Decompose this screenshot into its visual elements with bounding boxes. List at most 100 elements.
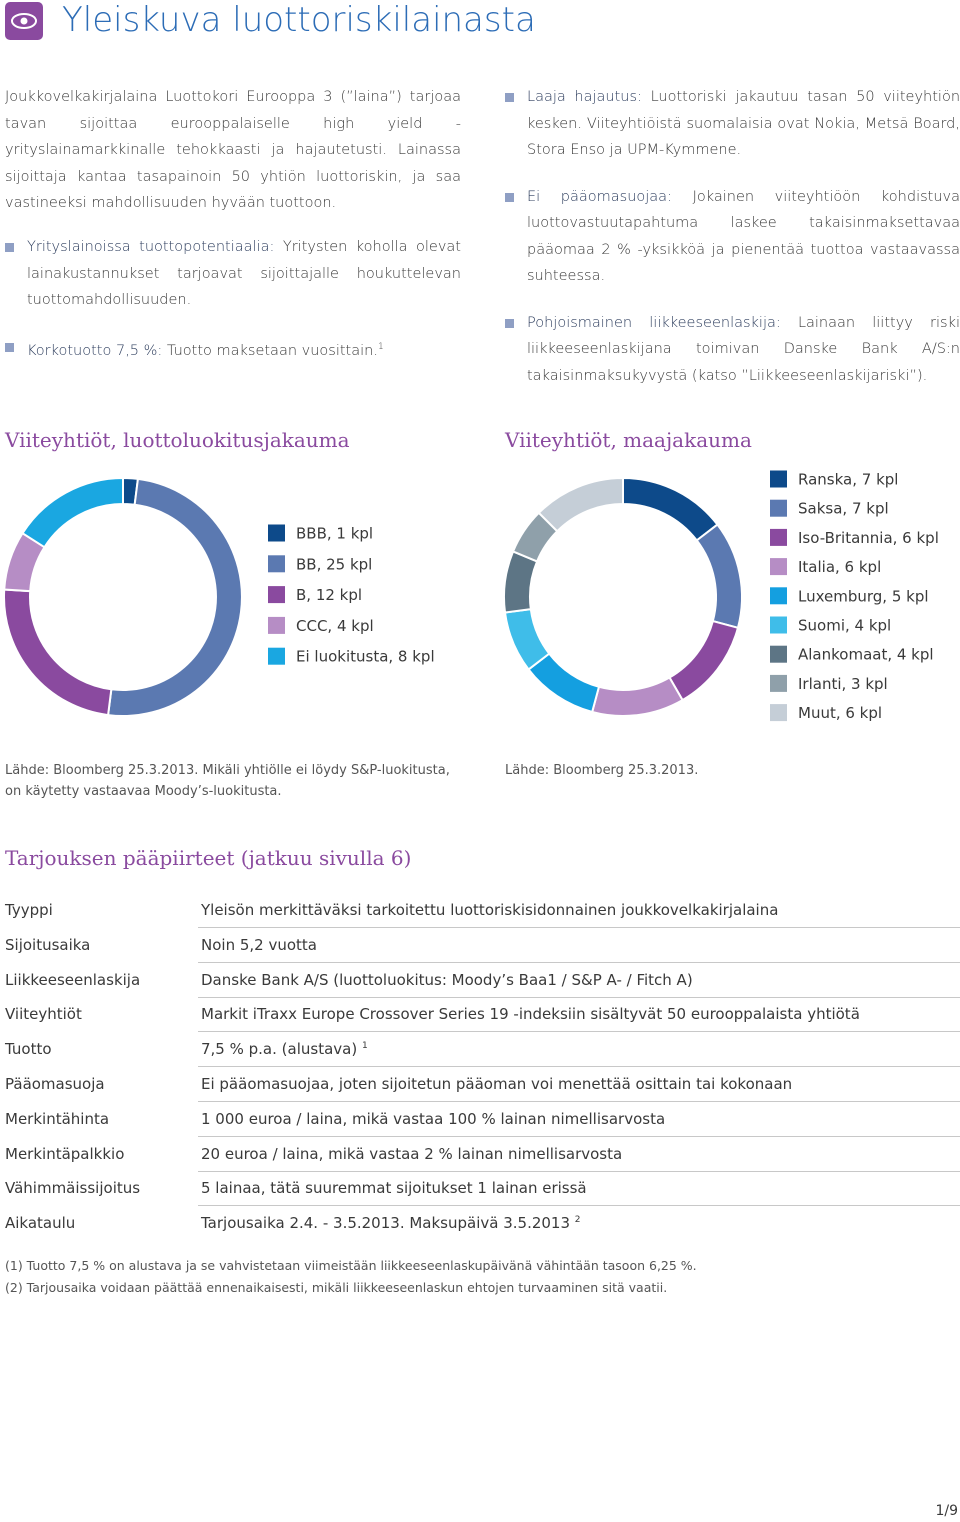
legend-swatch xyxy=(268,586,285,604)
eye-icon xyxy=(11,13,37,29)
legend-label: BB, 25 kpl xyxy=(296,555,372,573)
bullet: Yrityslainoissa tuottopotentiaalia: Yrit… xyxy=(5,234,461,314)
row-label: Vähimmäissijoitus xyxy=(5,1179,141,1198)
bullets-right: Laaja hajautus: Luottoriski jakautuu tas… xyxy=(505,84,960,409)
note-ref: 1 xyxy=(377,341,384,352)
row-value: Danske Bank A/S (luottoluokitus: Moody’s… xyxy=(201,971,693,989)
donut-segment xyxy=(106,477,243,717)
legend-label: BBB, 1 kpl xyxy=(296,525,373,543)
table-row: Viiteyhtiöt Markit iTraxx Europe Crossove… xyxy=(0,997,960,1033)
donut-segment xyxy=(21,476,124,549)
row-value-text: Danske Bank A/S (luottoluokitus: Moody’s… xyxy=(201,970,693,989)
legend-label: Muut, 6 kpl xyxy=(798,704,882,722)
row-value: Noin 5,2 vuotta xyxy=(201,936,317,954)
bullet: Korkotuotto 7,5 %: Tuotto maksetaan vuos… xyxy=(5,334,461,364)
donut-segment xyxy=(503,550,539,614)
legend-swatch xyxy=(770,674,787,692)
donut-segment xyxy=(537,476,624,533)
bullet-lead: Korkotuotto 7,5 %: xyxy=(27,342,163,359)
legend-label: Iso-Britannia, 6 kpl xyxy=(798,529,939,547)
row-label: Tyyppi xyxy=(5,901,53,919)
table-row: Vähimmäissijoitus 5 lainaa, tätä suuremma… xyxy=(0,1171,960,1207)
row-value: 20 euroa / laina, mikä vastaa 2 % lainan… xyxy=(201,1145,622,1163)
legend-swatch xyxy=(770,528,787,546)
row-value-text: Markit iTraxx Europe Crossover Series 19… xyxy=(201,1005,860,1024)
donut-segment xyxy=(590,676,684,717)
row-label: Sijoitusaika xyxy=(5,935,91,954)
donut-segment xyxy=(695,523,743,630)
bullet: Laaja hajautus: Luottoriski jakautuu tas… xyxy=(505,84,960,164)
table-row: Pääomasuoja Ei pääomasuojaa, joten sijoit… xyxy=(0,1067,960,1102)
bullet: Pohjoismainen liikkeeseenlaskija: Lainaa… xyxy=(505,310,960,390)
chart-source: Lähde: Bloomberg 25.3.2013. xyxy=(505,763,699,778)
table-row: Merkintäpalkkio 20 euroa / laina, mikä va… xyxy=(0,1137,960,1172)
legend-swatch xyxy=(770,645,787,663)
legend-label: Alankomaat, 4 kpl xyxy=(798,646,934,664)
row-divider xyxy=(198,1170,960,1172)
note-ref: 1 xyxy=(361,1041,368,1052)
legend-label: CCC, 4 kpl xyxy=(296,617,374,635)
chart-title: Viiteyhtiöt, luottoluokitusjakauma xyxy=(5,428,350,452)
legend-swatch xyxy=(770,616,787,634)
donut-segment xyxy=(622,476,719,542)
table-row: Merkintähinta 1 000 euroa / laina, mikä v… xyxy=(0,1102,960,1137)
donut-chart: Ranska, 7 kpl Saksa, 7 kpl Iso-Britannia, … xyxy=(503,470,939,722)
intro: Joukkovelkakirjalaina Luottokori Euroopp… xyxy=(5,89,461,211)
row-value: 1 000 euroa / laina, mikä vastaa 100 % l… xyxy=(201,1110,665,1128)
chart-source: Lähde: Bloomberg 25.3.2013. Mikäli yhtiö… xyxy=(5,763,450,799)
row-divider xyxy=(198,1135,960,1137)
row-value-text: Tarjousaika 2.4. - 3.5.2013. Maksupäivä … xyxy=(201,1214,571,1233)
donut-chart: BBB, 1 kpl BB, 25 kpl B, 12 kpl CCC, 4 kpl E… xyxy=(3,476,435,717)
legend-label: Italia, 6 kpl xyxy=(798,558,881,576)
table-title: Tarjouksen pääpiirteet (jatkuu sivulla 6… xyxy=(5,846,412,870)
legend-label: Irlanti, 3 kpl xyxy=(798,675,888,693)
row-label: Pääomasuoja xyxy=(5,1075,105,1093)
bullet-text: Yritysten koholla olevat lainakustannuks… xyxy=(27,239,461,308)
row-value-text: Noin 5,2 vuotta xyxy=(201,935,317,954)
row-divider xyxy=(198,927,960,928)
legend-swatch xyxy=(268,616,285,634)
page-number: 1/9 xyxy=(935,1503,958,1519)
row-divider xyxy=(198,1066,960,1068)
legend-label: Saksa, 7 kpl xyxy=(798,500,889,518)
row-label: Aikataulu xyxy=(5,1214,76,1233)
bullet-text: Luottoriski jakautuu tasan 50 viiteyhtiö… xyxy=(527,89,960,158)
row-value: Ei pääomasuojaa, joten sijoitetun pääoma… xyxy=(201,1075,792,1093)
bullets-left: Yrityslainoissa tuottopotentiaalia: Yrit… xyxy=(5,234,461,384)
note-ref: 2 xyxy=(574,1215,581,1226)
page-title: Yleiskuva luottoriskilainasta xyxy=(62,0,536,40)
row-value-text: 5 lainaa, tätä suuremmat sijoitukset 1 l… xyxy=(201,1179,587,1198)
donut-segment xyxy=(3,588,113,717)
legend-label: B, 12 kpl xyxy=(296,586,362,604)
chart-title: Viiteyhtiöt, maajakauma xyxy=(505,428,752,452)
row-value-text: 7,5 % p.a. (alustava) xyxy=(201,1040,358,1059)
row-label: Merkintäpalkkio xyxy=(5,1144,125,1163)
icon xyxy=(5,2,43,40)
row-value: 7,5 % p.a. (alustava) 1 xyxy=(201,1040,368,1058)
row-label: Tuotto xyxy=(5,1040,52,1059)
row-value-text: Ei pääomasuojaa, joten sijoitetun pääoma… xyxy=(201,1075,793,1093)
table-row: Tuotto 7,5 % p.a. (alustava) 1 xyxy=(0,1032,960,1068)
donut-segment xyxy=(668,619,740,702)
row-value: Yleisön merkittäväksi tarkoitettu luotto… xyxy=(201,901,778,919)
row-value: 5 lainaa, tätä suuremmat sijoitukset 1 l… xyxy=(201,1179,587,1197)
bullet-text: Lainaan liittyy riski liikkeeseenlaskija… xyxy=(527,314,960,384)
legend-label: Suomi, 4 kpl xyxy=(798,617,891,635)
row-label: Viiteyhtiöt xyxy=(5,1005,82,1024)
legend-label: Ranska, 7 kpl xyxy=(798,471,898,489)
legend-swatch xyxy=(268,555,285,573)
bullet: Ei pääomasuojaa: Jokainen viiteyhtiöön k… xyxy=(505,184,960,290)
footnote: (1) Tuotto 7,5 % on alustava ja se vahvi… xyxy=(5,1258,697,1273)
bullet-lead: Laaja hajautus: xyxy=(527,89,642,105)
bullet-lead: Pohjoismainen liikkeeseenlaskija: xyxy=(527,314,781,331)
legend-swatch xyxy=(268,524,285,542)
legend-swatch xyxy=(770,558,787,576)
legend-label: Luxemburg, 5 kpl xyxy=(798,587,929,605)
legend-swatch xyxy=(268,647,285,665)
bullet-text: Tuotto maksetaan vuosittain. xyxy=(166,342,378,359)
legend-swatch xyxy=(770,499,787,517)
bullet-text: Jokainen viiteyhtiöön kohdistuva luottov… xyxy=(527,188,960,285)
legend-swatch xyxy=(770,470,787,488)
row-divider xyxy=(198,1205,960,1207)
row-value: Markit iTraxx Europe Crossover Series 19… xyxy=(201,1005,860,1023)
